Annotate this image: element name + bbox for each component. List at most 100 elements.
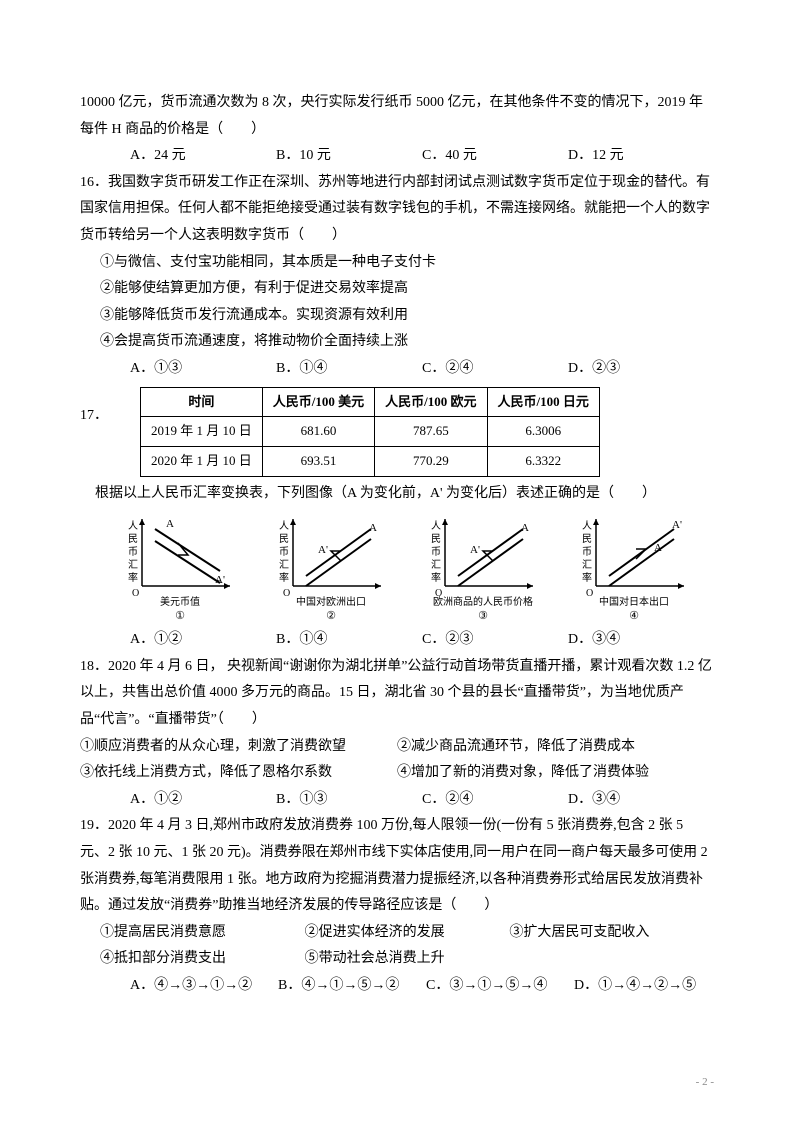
q19-num: 19． [80,818,108,833]
chart-1: O 人民币汇率 AA' 美元币值 ① [110,511,250,627]
q19-opt-a[interactable]: A．④→③→①→② [130,973,270,1000]
q16-options: A．①③ B．①④ C．②④ D．②③ [80,356,714,383]
q19-items-2: ④抵扣部分消费支出 ⑤带动社会总消费上升 [80,946,714,973]
svg-text:O: O [132,588,139,599]
svg-text:币: 币 [431,546,441,558]
svg-text:率: 率 [128,571,138,584]
svg-text:率: 率 [431,571,441,584]
svg-text:人: 人 [279,520,289,532]
chart-4: O 人民币汇率 A'A 中国对日本出口 ④ [564,511,704,627]
q15-opt-c[interactable]: C．40 元 [422,143,568,170]
chart-2: O 人民币汇率 A'A 中国对欧洲出口 ② [261,511,401,627]
q16-opt-c[interactable]: C．②④ [422,356,568,383]
q17-opt-c[interactable]: C．②③ [422,627,568,654]
q15-opt-b[interactable]: B．10 元 [276,143,422,170]
q16-item-4: ④会提高货币流通速度，将推动物价全面持续上涨 [80,329,714,356]
q17-options: A．①② B．①④ C．②③ D．③④ [80,627,714,654]
svg-text:人: 人 [431,520,441,532]
svg-text:A: A [166,518,174,530]
th-jpy: 人民币/100 日元 [487,387,599,417]
svg-text:人: 人 [582,520,592,532]
q18-stem: 2020 年 4 月 6 日， 央视新闻“谢谢你为湖北拼单”公益行动首场带货直播… [80,659,712,727]
svg-text:币: 币 [128,546,138,558]
q19-opt-c[interactable]: C．③→①→⑤→④ [426,973,566,1000]
q16-opt-d[interactable]: D．②③ [568,356,714,383]
svg-text:A: A [369,522,377,534]
th-time: 时间 [141,387,263,417]
q15-opt-d[interactable]: D．12 元 [568,143,714,170]
q17-opt-d[interactable]: D．③④ [568,627,714,654]
q17: 17． 时间 人民币/100 美元 人民币/100 欧元 人民币/100 日元 … [80,383,714,481]
svg-text:率: 率 [279,571,289,584]
th-usd: 人民币/100 美元 [262,387,374,417]
svg-text:汇: 汇 [279,558,289,571]
q18-options: A．①② B．①③ C．②④ D．③④ [80,787,714,814]
svg-text:欧洲商品的人民币价格: 欧洲商品的人民币价格 [433,595,533,608]
svg-text:③: ③ [478,610,488,622]
svg-text:中国对日本出口: 中国对日本出口 [599,595,669,608]
svg-text:A': A' [215,574,225,586]
svg-text:民: 民 [582,533,592,545]
q15-options: A．24 元 B．10 元 C．40 元 D．12 元 [80,143,714,170]
q17-num: 17． [80,383,110,430]
svg-text:美元币值: 美元币值 [160,595,200,608]
q16-opt-a[interactable]: A．①③ [130,356,276,383]
exam-page: 10000 亿元，货币流通次数为 8 次，央行实际发行纸币 5000 亿元，在其… [0,0,794,1123]
q18: 18．2020 年 4 月 6 日， 央视新闻“谢谢你为湖北拼单”公益行动首场带… [80,654,714,734]
q19-item-3: ③扩大居民可支配收入 [509,920,714,947]
svg-text:民: 民 [431,533,441,545]
svg-text:人: 人 [128,520,138,532]
q19-items-1: ①提高居民消费意愿 ②促进实体经济的发展 ③扩大居民可支配收入 [80,920,714,947]
q19-item-4: ④抵扣部分消费支出 [100,946,305,973]
q18-num: 18． [80,659,108,674]
q18-items: ①顺应消费者的从众心理，刺激了消费欲望 ③依托线上消费方式，降低了恩格尔系数 ②… [80,734,714,787]
q18-item-2: ②减少商品流通环节，降低了消费成本 [397,734,714,761]
q19: 19．2020 年 4 月 3 日,郑州市政府发放消费券 100 万份,每人限领… [80,813,714,919]
q18-opt-b[interactable]: B．①③ [276,787,422,814]
q18-opt-a[interactable]: A．①② [130,787,276,814]
q16: 16．我国数字货币研发工作正在深圳、苏州等地进行内部封闭试点测试数字货币定位于现… [80,170,714,250]
svg-text:币: 币 [279,546,289,558]
q18-item-4: ④增加了新的消费对象，降低了消费体验 [397,760,714,787]
q17-opt-a[interactable]: A．①② [130,627,276,654]
q18-item-3: ③依托线上消费方式，降低了恩格尔系数 [80,760,397,787]
q19-item-5: ⑤带动社会总消费上升 [305,946,510,973]
q18-item-1: ①顺应消费者的从众心理，刺激了消费欲望 [80,734,397,761]
q18-opt-d[interactable]: D．③④ [568,787,714,814]
svg-text:汇: 汇 [128,558,138,571]
svg-text:④: ④ [629,610,639,622]
q19-item-2: ②促进实体经济的发展 [305,920,510,947]
q16-num: 16． [80,175,108,190]
chart-svg: O 人民币汇率 A'A 中国对欧洲出口 ② [271,511,391,627]
q16-item-2: ②能够使结算更加方便，有利于促进交易效率提高 [80,276,714,303]
table-row: 2019 年 1 月 10 日 681.60 787.65 6.3006 [141,417,600,447]
table-row: 2020 年 1 月 10 日 693.51 770.29 6.3322 [141,446,600,476]
chart-svg: O 人民币汇率 AA' 美元币值 ① [120,511,240,627]
svg-text:A': A' [672,519,682,531]
q19-opt-b[interactable]: B．④→①→⑤→② [278,973,418,1000]
q15-opt-a[interactable]: A．24 元 [130,143,276,170]
chart-svg: O 人民币汇率 A'A 中国对日本出口 ④ [574,511,694,627]
q15-stem: 10000 亿元，货币流通次数为 8 次，央行实际发行纸币 5000 亿元，在其… [80,90,714,143]
svg-text:率: 率 [582,571,592,584]
q16-item-3: ③能够降低货币发行流通成本。实现资源有效利用 [80,303,714,330]
q16-item-1: ①与微信、支付宝功能相同，其本质是一种电子支付卡 [80,250,714,277]
q16-stem: 我国数字货币研发工作正在深圳、苏州等地进行内部封闭试点测试数字货币定位于现金的替… [80,175,710,243]
svg-text:A: A [521,522,529,534]
svg-text:A: A [654,542,662,554]
svg-text:汇: 汇 [431,558,441,571]
svg-text:A': A' [318,544,328,556]
q19-opt-d[interactable]: D．①→④→②→⑤ [574,973,714,1000]
page-number: - 2 - [696,1072,714,1093]
svg-text:①: ① [175,610,185,622]
q16-opt-b[interactable]: B．①④ [276,356,422,383]
q19-options: A．④→③→①→② B．④→①→⑤→② C．③→①→⑤→④ D．①→④→②→⑤ [80,973,714,1000]
svg-text:A': A' [470,544,480,556]
svg-text:O: O [283,588,290,599]
q17-post: 根据以上人民币汇率变换表，下列图像（A 为变化前，A' 为变化后）表述正确的是（… [80,481,714,508]
chart-svg: O 人民币汇率 A'A 欧洲商品的人民币价格 ③ [423,511,543,627]
q17-opt-b[interactable]: B．①④ [276,627,422,654]
svg-text:汇: 汇 [582,558,592,571]
q19-stem: 2020 年 4 月 3 日,郑州市政府发放消费券 100 万份,每人限领一份(… [80,818,708,913]
q18-opt-c[interactable]: C．②④ [422,787,568,814]
